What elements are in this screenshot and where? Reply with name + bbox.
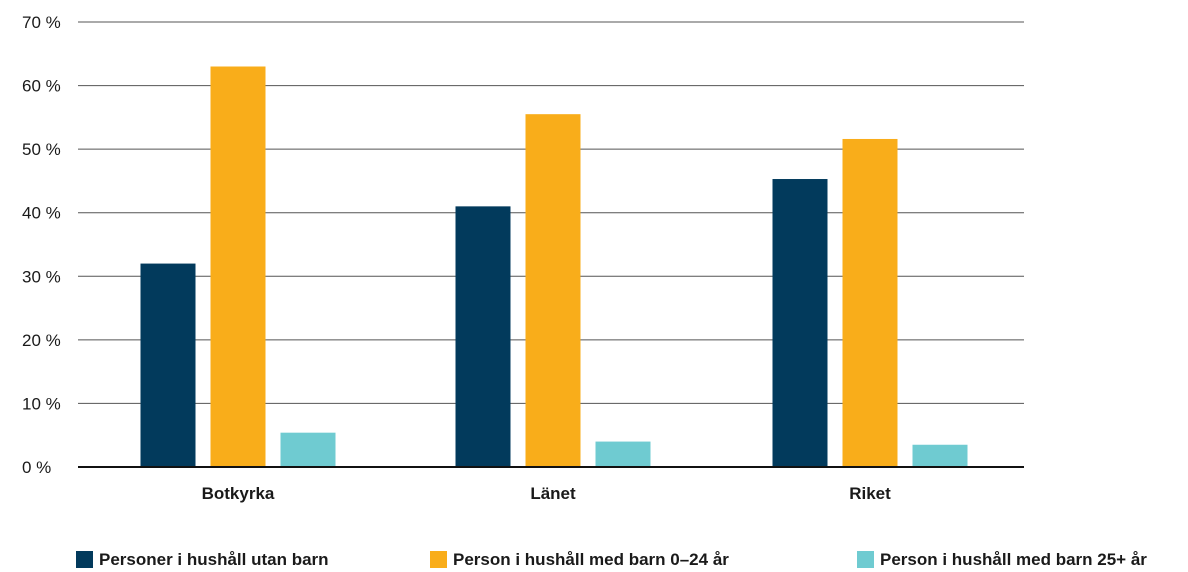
bar-riket-series-2 <box>842 138 898 467</box>
y-axis-ticks: 0 % 10 % 20 % 30 % 40 % 50 % 60 % 70 % <box>22 13 61 477</box>
category-labels: Botkyrka Länet Riket <box>202 484 892 503</box>
legend-label: Person i hushåll med barn 0–24 år <box>453 550 729 569</box>
legend-swatch <box>430 551 447 568</box>
y-tick-label: 70 % <box>22 13 61 32</box>
y-tick-label: 0 % <box>22 458 51 477</box>
legend-label: Person i hushåll med barn 25+ år <box>880 550 1147 569</box>
y-tick-label: 50 % <box>22 140 61 159</box>
y-tick-label: 40 % <box>22 204 61 223</box>
x-tick-label: Riket <box>849 484 891 503</box>
y-tick-label: 60 % <box>22 77 61 96</box>
bar-länet-series-2 <box>525 114 581 467</box>
bar-länet-series-1 <box>455 206 511 467</box>
y-tick-label: 20 % <box>22 331 61 350</box>
bar-länet-series-3 <box>595 441 651 467</box>
bar-riket-series-3 <box>912 444 968 467</box>
bar-riket-series-1 <box>772 179 828 467</box>
legend-label: Personer i hushåll utan barn <box>99 550 329 569</box>
legend: Personer i hushåll utan barn Person i hus… <box>76 550 1147 569</box>
bars <box>140 66 968 467</box>
bar-botkyrka-series-1 <box>140 263 196 467</box>
bar-botkyrka-series-3 <box>280 432 336 467</box>
x-tick-label: Botkyrka <box>202 484 275 503</box>
bar-botkyrka-series-2 <box>210 66 266 467</box>
legend-swatch <box>857 551 874 568</box>
legend-swatch <box>76 551 93 568</box>
y-tick-label: 30 % <box>22 267 61 286</box>
y-tick-label: 10 % <box>22 394 61 413</box>
x-tick-label: Länet <box>530 484 576 503</box>
